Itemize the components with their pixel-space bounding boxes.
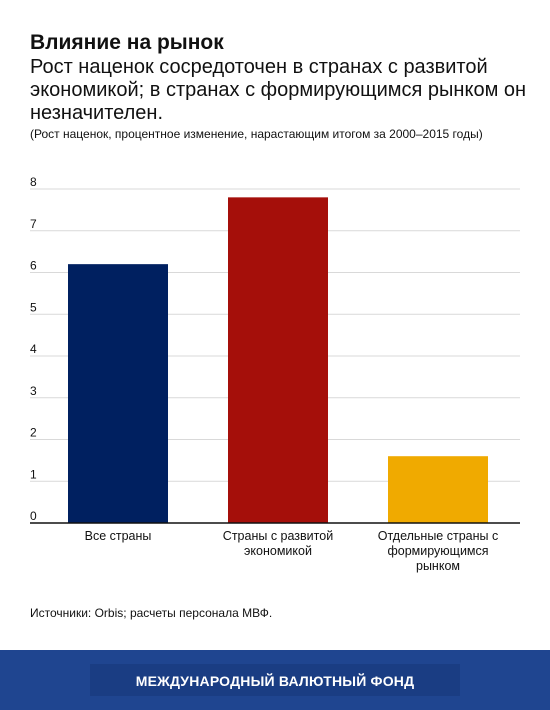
bar — [68, 264, 168, 523]
x-tick-label: Все страны — [85, 529, 152, 543]
footer-band — [90, 664, 460, 696]
chart-note: (Рост наценок, процентное изменение, нар… — [30, 127, 483, 141]
bar — [228, 197, 328, 523]
bar — [388, 456, 488, 523]
footer-bar: МЕЖДУНАРОДНЫЙ ВАЛЮТНЫЙ ФОНД — [0, 650, 550, 710]
x-tick-label: Отдельные страны с формирующимся рынком — [378, 529, 498, 573]
y-tick-label: 7 — [30, 217, 37, 231]
y-axis-tick-labels: 0 1 2 3 4 5 6 7 8 — [30, 175, 37, 523]
y-tick-label: 2 — [30, 426, 37, 440]
y-tick-label: 4 — [30, 342, 37, 356]
source-note: Источники: Orbis; расчеты персонала МВФ. — [30, 606, 273, 620]
y-tick-label: 0 — [30, 509, 37, 523]
y-tick-label: 3 — [30, 384, 37, 398]
chart-subtitle: Рост наценок сосредоточен в странах с ра… — [30, 56, 527, 124]
bar-chart: 0 1 2 3 4 5 6 7 8 Все страны Страны с развитой эко… — [30, 175, 520, 573]
organization-name: МЕЖДУНАРОДНЫЙ ВАЛЮТНЫЙ ФОНД — [135, 673, 415, 689]
bars — [68, 197, 488, 523]
y-tick-label: 1 — [30, 467, 37, 481]
x-axis-tick-labels: Все страны Страны с развитой экономикой Отд… — [85, 529, 499, 573]
y-tick-label: 5 — [30, 300, 37, 314]
chart-title: Влияние на рынок — [30, 31, 224, 54]
y-tick-label: 8 — [30, 175, 37, 189]
y-tick-label: 6 — [30, 259, 37, 273]
x-tick-label: Страны с развитой экономикой — [223, 529, 333, 558]
